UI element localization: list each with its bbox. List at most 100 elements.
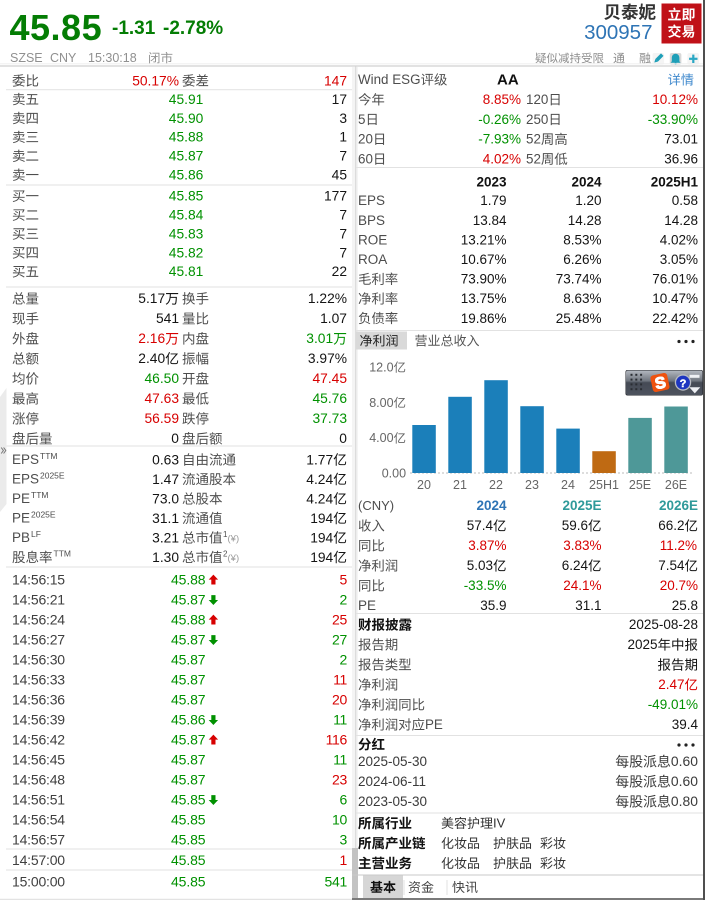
svg-text:15:30:18: 15:30:18: [88, 51, 137, 65]
svg-text:76.01%: 76.01%: [652, 272, 698, 287]
svg-text:12.0: 12.0: [369, 360, 393, 374]
svg-text:1.79: 1.79: [480, 193, 506, 208]
svg-text:194: 194: [310, 511, 333, 526]
svg-text:45.88: 45.88: [169, 130, 204, 145]
svg-text:BPS: BPS: [358, 213, 385, 228]
svg-text:1: 1: [339, 130, 347, 145]
svg-text:39.4: 39.4: [672, 717, 699, 732]
svg-text:24: 24: [561, 478, 575, 492]
svg-text:45.88: 45.88: [171, 612, 206, 628]
svg-text:14:56:30: 14:56:30: [12, 652, 65, 668]
svg-text:45.85: 45.85: [171, 812, 206, 828]
svg-text:14.28: 14.28: [664, 213, 698, 228]
svg-text:10.67%: 10.67%: [461, 252, 507, 267]
svg-text:PE: PE: [358, 598, 376, 613]
svg-text:45.87: 45.87: [171, 632, 206, 648]
svg-text:2: 2: [223, 550, 228, 559]
svg-text:50.17%: 50.17%: [132, 73, 179, 88]
svg-text:EPS: EPS: [12, 452, 39, 467]
svg-text:-33.90%: -33.90%: [648, 112, 698, 127]
svg-text:0.60: 0.60: [671, 773, 698, 789]
svg-text:35.9: 35.9: [480, 598, 506, 613]
svg-text:0: 0: [339, 431, 347, 446]
svg-text:22: 22: [489, 478, 503, 492]
svg-text:60: 60: [358, 151, 373, 166]
svg-text:7: 7: [339, 245, 347, 260]
svg-text:ROE: ROE: [358, 232, 387, 247]
svg-text:7: 7: [339, 149, 347, 164]
svg-text:4.02%: 4.02%: [660, 232, 698, 247]
svg-text:S: S: [653, 374, 667, 393]
svg-text:3.01: 3.01: [306, 331, 333, 346]
svg-text:177: 177: [324, 189, 347, 204]
svg-text:3.21: 3.21: [152, 530, 179, 545]
svg-text:14:56:48: 14:56:48: [12, 772, 65, 788]
svg-text:120: 120: [526, 92, 548, 107]
svg-text:1.22%: 1.22%: [308, 291, 347, 306]
svg-text:11: 11: [333, 712, 347, 728]
svg-text:45.86: 45.86: [171, 712, 206, 728]
svg-text:TTM: TTM: [54, 549, 71, 559]
svg-text:25H1: 25H1: [589, 478, 619, 492]
svg-text:3.97%: 3.97%: [308, 351, 347, 366]
svg-text:47.63: 47.63: [145, 391, 180, 406]
svg-text:14:56:24: 14:56:24: [12, 612, 65, 628]
svg-text:(¥): (¥): [228, 553, 240, 564]
svg-text:8.63%: 8.63%: [563, 291, 601, 306]
svg-text:10: 10: [332, 812, 347, 828]
svg-text:56.59: 56.59: [145, 411, 180, 426]
svg-text:6: 6: [340, 792, 348, 808]
svg-text:2024-06-11: 2024-06-11: [358, 774, 426, 789]
svg-text:4.24: 4.24: [306, 472, 333, 487]
svg-text:2025E: 2025E: [31, 510, 56, 520]
svg-text:11: 11: [333, 752, 347, 768]
svg-text:45.87: 45.87: [169, 149, 204, 164]
svg-text:(CNY): (CNY): [358, 498, 394, 513]
svg-text:23: 23: [525, 478, 539, 492]
svg-text:13.84: 13.84: [473, 213, 507, 228]
svg-text:5.03: 5.03: [467, 558, 493, 573]
svg-text:CNY: CNY: [50, 51, 77, 65]
svg-text:45.82: 45.82: [169, 245, 204, 260]
svg-text:37.73: 37.73: [313, 411, 348, 426]
svg-text:14:56:54: 14:56:54: [12, 812, 65, 828]
svg-text:45.87: 45.87: [171, 672, 206, 688]
svg-text:PE: PE: [12, 491, 30, 506]
svg-text:8.53%: 8.53%: [563, 232, 601, 247]
svg-text:0.63: 0.63: [152, 452, 179, 467]
svg-text:(¥): (¥): [228, 534, 240, 545]
svg-text:14:56:21: 14:56:21: [12, 592, 65, 608]
svg-text:2.47: 2.47: [658, 677, 684, 692]
svg-text:PB: PB: [12, 530, 30, 545]
svg-text:59.6: 59.6: [562, 518, 588, 533]
svg-text:45.85: 45.85: [171, 792, 206, 808]
svg-text:2: 2: [340, 592, 348, 608]
svg-text:11: 11: [333, 672, 347, 688]
svg-text:2026E: 2026E: [659, 498, 698, 513]
svg-text:-2.78%: -2.78%: [163, 18, 223, 39]
svg-text:27: 27: [332, 632, 347, 648]
svg-text:3: 3: [340, 832, 348, 848]
svg-text:14:56:39: 14:56:39: [12, 712, 65, 728]
svg-text:31.1: 31.1: [152, 511, 179, 526]
svg-text:-33.5%: -33.5%: [464, 578, 507, 593]
svg-text:14:56:15: 14:56:15: [12, 572, 65, 588]
svg-text:TTM: TTM: [40, 451, 57, 461]
svg-text:45.87: 45.87: [171, 732, 206, 748]
svg-text:0.00: 0.00: [382, 466, 406, 480]
svg-text:31.1: 31.1: [575, 598, 601, 613]
svg-text:25E: 25E: [629, 478, 651, 492]
svg-text:1.07: 1.07: [320, 311, 347, 326]
svg-text:52: 52: [526, 132, 541, 147]
svg-text:2025H1: 2025H1: [651, 175, 699, 190]
svg-text:25: 25: [332, 612, 347, 628]
svg-text:14:57:00: 14:57:00: [12, 852, 65, 868]
svg-text:5: 5: [340, 572, 348, 588]
svg-text:10.12%: 10.12%: [652, 92, 698, 107]
svg-text:26E: 26E: [665, 478, 687, 492]
svg-text:14:56:27: 14:56:27: [12, 632, 65, 648]
svg-text:116: 116: [326, 732, 348, 748]
svg-text:24.1%: 24.1%: [563, 578, 601, 593]
svg-text:4.02%: 4.02%: [483, 152, 521, 167]
svg-text:11.2%: 11.2%: [660, 538, 697, 553]
